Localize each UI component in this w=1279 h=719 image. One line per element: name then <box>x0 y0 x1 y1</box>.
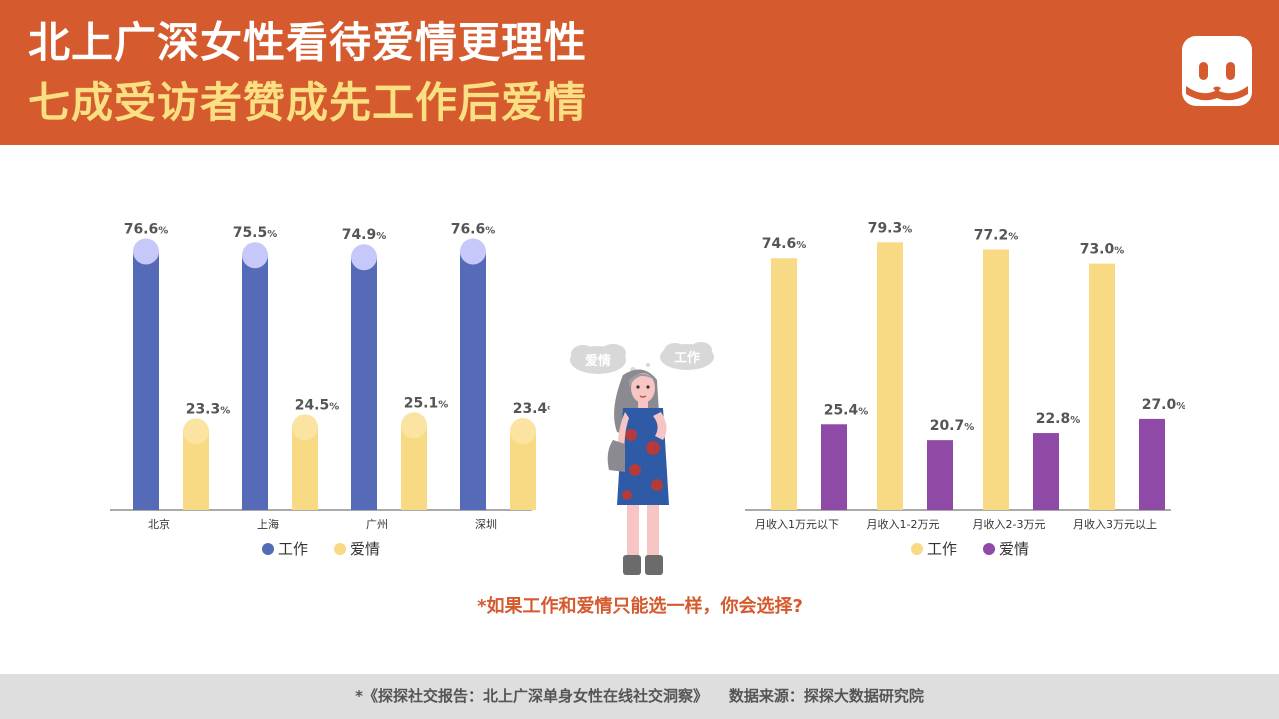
bar-cap-love-1 <box>292 414 318 441</box>
data-label-love-0: 25.4% <box>824 402 869 418</box>
thought-bubble-work: 工作 <box>660 342 714 370</box>
bar-cap-work-0 <box>133 238 159 265</box>
data-label-work-3: 73.0% <box>1080 242 1125 258</box>
x-tick-label-0: 月收入1万元以下 <box>755 517 839 531</box>
bar-love-3 <box>1139 418 1165 510</box>
data-label-love-2: 25.1% <box>404 395 449 411</box>
legend-label-love: 爱情 <box>350 540 380 558</box>
bar-work-1 <box>242 255 268 510</box>
title-line-2: 七成受访者赞成先工作后爱情 <box>28 78 588 127</box>
legend-label-work: 工作 <box>927 540 957 558</box>
footer-source: *《探探社交报告：北上广深单身女性在线社交洞察》 数据来源：探探大数据研究院 <box>355 687 924 705</box>
legend-label-love: 爱情 <box>999 540 1029 558</box>
bar-cap-work-3 <box>460 238 486 265</box>
title-line-1: 北上广深女性看待爱情更理性 <box>28 18 588 67</box>
thought-bubble-love: 爱情 <box>570 344 626 374</box>
data-label-work-3: 76.6% <box>451 221 496 237</box>
data-label-work-0: 74.6% <box>762 236 807 252</box>
city-bar-chart: 76.6% 23.3% 北京 75.5% 24.5% 上海 74.9% 25.1% 广州 76.6… <box>110 221 550 558</box>
data-label-love-1: 24.5% <box>295 397 340 413</box>
data-label-love-0: 23.3% <box>186 401 231 417</box>
bubble-work-text: 工作 <box>674 350 700 366</box>
bar-love-0 <box>821 424 847 510</box>
legend-swatch-love <box>983 543 995 555</box>
data-label-work-1: 79.3% <box>868 220 913 236</box>
bar-work-1 <box>877 242 903 511</box>
data-label-work-2: 77.2% <box>974 227 1019 243</box>
x-tick-label-1: 上海 <box>257 517 279 531</box>
bar-cap-work-1 <box>242 242 268 269</box>
bar-love-3 <box>510 431 536 510</box>
data-label-work-1: 75.5% <box>233 225 278 241</box>
x-tick-label-2: 月收入2-3万元 <box>973 517 1046 531</box>
bar-cap-love-3 <box>510 418 536 445</box>
bar-work-0 <box>771 258 797 510</box>
bar-love-2 <box>1033 433 1059 510</box>
woman-thinking-illustration: 爱情 工作 <box>565 340 715 585</box>
bar-work-0 <box>133 251 159 510</box>
bar-love-1 <box>927 440 953 510</box>
x-tick-label-1: 月收入1-2万元 <box>867 517 940 531</box>
legend-swatch-work <box>262 543 274 555</box>
bar-work-2 <box>351 257 377 510</box>
data-label-love-1: 20.7% <box>930 418 975 434</box>
bar-cap-love-0 <box>183 418 209 445</box>
bubble-love-text: 爱情 <box>585 353 611 369</box>
bar-work-2 <box>983 249 1009 510</box>
data-label-love-3: 27.0% <box>1142 397 1185 413</box>
survey-question: *如果工作和爱情只能选一样，你会选择? <box>477 596 803 617</box>
bar-work-3 <box>1089 263 1115 510</box>
footer-bar: *《探探社交报告：北上广深单身女性在线社交洞察》 数据来源：探探大数据研究院 <box>0 674 1279 719</box>
bar-work-3 <box>460 251 486 510</box>
data-label-work-0: 76.6% <box>124 221 169 237</box>
x-tick-label-3: 月收入3万元以上 <box>1073 517 1157 531</box>
app-logo-icon <box>1182 36 1252 106</box>
income-bar-chart: 74.6% 25.4% 月收入1万元以下 79.3% 20.7% 月收入1-2万元 77.2… <box>745 220 1185 558</box>
x-tick-label-3: 深圳 <box>475 518 497 531</box>
bar-love-0 <box>183 431 209 510</box>
legend-label-work: 工作 <box>278 540 308 558</box>
bar-cap-love-2 <box>401 412 427 439</box>
legend-swatch-work <box>911 543 923 555</box>
data-label-love-3: 23.4% <box>513 401 550 417</box>
legend-swatch-love <box>334 543 346 555</box>
header-banner: 北上广深女性看待爱情更理性 七成受访者赞成先工作后爱情 <box>0 0 1279 145</box>
x-tick-label-2: 广州 <box>366 518 388 531</box>
bar-cap-work-2 <box>351 244 377 271</box>
data-label-work-2: 74.9% <box>342 227 387 243</box>
x-tick-label-0: 北京 <box>148 517 170 531</box>
bar-love-2 <box>401 425 427 510</box>
bar-love-1 <box>292 427 318 510</box>
data-label-love-2: 22.8% <box>1036 411 1081 427</box>
